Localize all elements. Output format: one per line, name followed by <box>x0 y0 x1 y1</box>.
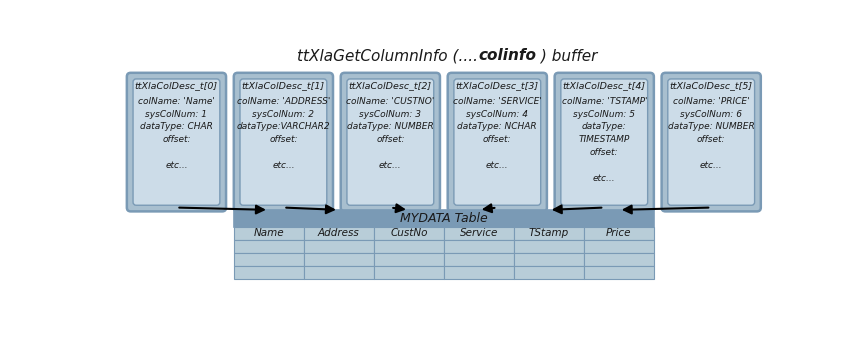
FancyBboxPatch shape <box>304 266 374 279</box>
FancyBboxPatch shape <box>454 79 540 205</box>
FancyBboxPatch shape <box>584 227 654 240</box>
Text: colinfo: colinfo <box>478 48 536 63</box>
Text: colName: 'PRICE'
sysColNum: 6
dataType: NUMBER
offset:

etc...: colName: 'PRICE' sysColNum: 6 dataType: … <box>668 97 754 170</box>
FancyBboxPatch shape <box>514 253 584 266</box>
FancyBboxPatch shape <box>668 79 754 205</box>
Text: Price: Price <box>606 228 631 238</box>
FancyBboxPatch shape <box>234 73 333 211</box>
FancyBboxPatch shape <box>584 253 654 266</box>
FancyBboxPatch shape <box>561 79 648 205</box>
FancyBboxPatch shape <box>304 240 374 253</box>
FancyBboxPatch shape <box>514 240 584 253</box>
Text: MYDATA Table: MYDATA Table <box>400 212 488 225</box>
Text: ttXlaColDesc_t[3]: ttXlaColDesc_t[3] <box>456 82 539 90</box>
FancyBboxPatch shape <box>443 240 514 253</box>
Text: colName: 'CUSTNO'
sysColNum: 3
dataType: NUMBER
offset:

etc...: colName: 'CUSTNO' sysColNum: 3 dataType:… <box>346 97 435 170</box>
FancyBboxPatch shape <box>374 266 443 279</box>
Text: colName: 'SERVICE'
sysColNum: 4
dataType: NCHAR
offset:

etc...: colName: 'SERVICE' sysColNum: 4 dataType… <box>453 97 542 170</box>
FancyBboxPatch shape <box>584 240 654 253</box>
FancyBboxPatch shape <box>448 73 547 211</box>
FancyBboxPatch shape <box>240 79 326 205</box>
FancyBboxPatch shape <box>347 79 434 205</box>
FancyBboxPatch shape <box>304 227 374 240</box>
Text: Service: Service <box>460 228 498 238</box>
FancyBboxPatch shape <box>374 240 443 253</box>
FancyBboxPatch shape <box>340 73 440 211</box>
Text: colName: 'ADDRESS'
sysColNum: 2
dataType:VARCHAR2
offset:

etc...: colName: 'ADDRESS' sysColNum: 2 dataType… <box>236 97 330 170</box>
Text: ) buffer: ) buffer <box>536 48 598 63</box>
Text: ttXlaGetColumnInfo (....: ttXlaGetColumnInfo (.... <box>297 48 478 63</box>
FancyBboxPatch shape <box>514 266 584 279</box>
FancyBboxPatch shape <box>133 79 220 205</box>
Text: colName: 'Name'
sysColNum: 1
dataType: CHAR
offset:

etc...: colName: 'Name' sysColNum: 1 dataType: C… <box>138 97 215 170</box>
FancyBboxPatch shape <box>662 73 761 211</box>
Text: Address: Address <box>318 228 359 238</box>
Text: ttXlaColDesc_t[5]: ttXlaColDesc_t[5] <box>669 82 753 90</box>
Text: ttXlaColDesc_t[0]: ttXlaColDesc_t[0] <box>135 82 218 90</box>
FancyBboxPatch shape <box>514 227 584 240</box>
Text: ttXlaColDesc_t[1]: ttXlaColDesc_t[1] <box>242 82 325 90</box>
FancyBboxPatch shape <box>443 253 514 266</box>
Text: ttXlaColDesc_t[2]: ttXlaColDesc_t[2] <box>349 82 432 90</box>
FancyBboxPatch shape <box>374 227 443 240</box>
FancyBboxPatch shape <box>554 73 654 211</box>
FancyBboxPatch shape <box>304 253 374 266</box>
FancyBboxPatch shape <box>234 240 304 253</box>
Text: ttXlaColDesc_t[4]: ttXlaColDesc_t[4] <box>563 82 646 90</box>
Text: Name: Name <box>254 228 284 238</box>
FancyBboxPatch shape <box>584 266 654 279</box>
FancyBboxPatch shape <box>234 227 304 240</box>
FancyBboxPatch shape <box>234 210 654 227</box>
FancyBboxPatch shape <box>234 266 304 279</box>
FancyBboxPatch shape <box>443 266 514 279</box>
Text: ttXlaGetColumnInfo (....colinfo ) buffer: ttXlaGetColumnInfo (....colinfo ) buffer <box>297 48 591 63</box>
Text: colName: 'TSTAMP'
sysColNum: 5
dataType:
TIMESTAMP
offset:

etc...: colName: 'TSTAMP' sysColNum: 5 dataType:… <box>561 97 647 183</box>
Text: CustNo: CustNo <box>390 228 428 238</box>
FancyBboxPatch shape <box>374 253 443 266</box>
FancyBboxPatch shape <box>443 227 514 240</box>
Text: TStamp: TStamp <box>529 228 569 238</box>
FancyBboxPatch shape <box>126 73 226 211</box>
FancyBboxPatch shape <box>234 253 304 266</box>
